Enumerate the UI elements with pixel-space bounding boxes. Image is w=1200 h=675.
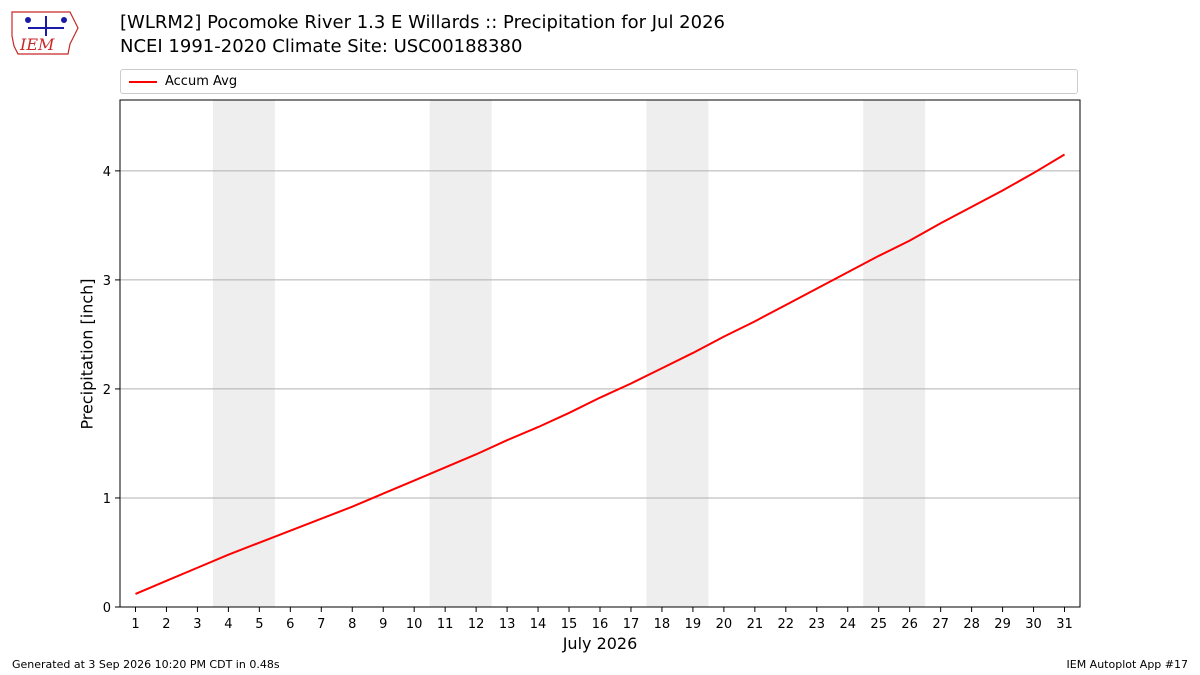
x-tick-label-6: 6 bbox=[286, 617, 294, 632]
x-tick-label-3: 3 bbox=[193, 617, 201, 632]
x-tick-label-2: 2 bbox=[162, 617, 170, 632]
x-tick-label-29: 29 bbox=[994, 617, 1011, 632]
x-tick-label-31: 31 bbox=[1056, 617, 1073, 632]
y-axis-label: Precipitation [inch] bbox=[77, 278, 97, 430]
weekend-band-4 bbox=[863, 100, 926, 607]
x-tick-label-8: 8 bbox=[348, 617, 356, 632]
iem-logo: IEM bbox=[11, 11, 79, 55]
x-tick-label-27: 27 bbox=[932, 617, 949, 632]
x-tick-label-16: 16 bbox=[592, 617, 609, 632]
y-tick-label-0: 0 bbox=[103, 601, 111, 616]
x-tick-label-5: 5 bbox=[255, 617, 263, 632]
x-tick-label-23: 23 bbox=[809, 617, 826, 632]
x-tick-label-21: 21 bbox=[747, 617, 764, 632]
legend-label-accum-avg: Accum Avg bbox=[165, 74, 238, 89]
weekend-band-1 bbox=[212, 100, 275, 607]
x-tick-label-28: 28 bbox=[963, 617, 980, 632]
x-tick-label-13: 13 bbox=[499, 617, 516, 632]
chart-title: [WLRM2] Pocomoke River 1.3 E Willards ::… bbox=[120, 12, 725, 33]
x-tick-label-12: 12 bbox=[468, 617, 485, 632]
series-line-accum-avg bbox=[135, 153, 1066, 595]
x-tick-label-19: 19 bbox=[685, 617, 702, 632]
iowa-state-outline-icon bbox=[11, 11, 79, 55]
x-tick-label-1: 1 bbox=[131, 617, 139, 632]
y-tick-label-3: 3 bbox=[103, 274, 111, 289]
x-tick-label-7: 7 bbox=[317, 617, 325, 632]
weekend-band-3 bbox=[646, 100, 709, 607]
y-tick-label-2: 2 bbox=[103, 383, 111, 398]
generated-timestamp: Generated at 3 Sep 2026 10:20 PM CDT in … bbox=[12, 658, 280, 671]
x-tick-label-11: 11 bbox=[437, 617, 454, 632]
x-tick-label-25: 25 bbox=[870, 617, 887, 632]
x-tick-label-30: 30 bbox=[1025, 617, 1042, 632]
legend: Accum Avg bbox=[120, 69, 1078, 94]
chart-subtitle: NCEI 1991-2020 Climate Site: USC00188380 bbox=[120, 36, 523, 57]
x-tick-label-4: 4 bbox=[224, 617, 232, 632]
x-tick-label-14: 14 bbox=[530, 617, 547, 632]
x-tick-label-22: 22 bbox=[778, 617, 795, 632]
x-tick-label-9: 9 bbox=[379, 617, 387, 632]
x-tick-label-24: 24 bbox=[839, 617, 856, 632]
x-tick-label-26: 26 bbox=[901, 617, 918, 632]
y-tick-label-4: 4 bbox=[103, 165, 111, 180]
x-tick-label-20: 20 bbox=[716, 617, 733, 632]
weekend-band-2 bbox=[429, 100, 492, 607]
y-tick-label-1: 1 bbox=[103, 492, 111, 507]
logo-text: IEM bbox=[19, 35, 55, 54]
x-tick-label-15: 15 bbox=[561, 617, 578, 632]
legend-swatch-accum-avg bbox=[129, 81, 157, 83]
x-tick-label-10: 10 bbox=[406, 617, 423, 632]
x-tick-label-18: 18 bbox=[654, 617, 671, 632]
x-tick-label-17: 17 bbox=[623, 617, 640, 632]
app-identifier: IEM Autoplot App #17 bbox=[1066, 658, 1189, 671]
x-axis-label: July 2026 bbox=[562, 634, 638, 653]
